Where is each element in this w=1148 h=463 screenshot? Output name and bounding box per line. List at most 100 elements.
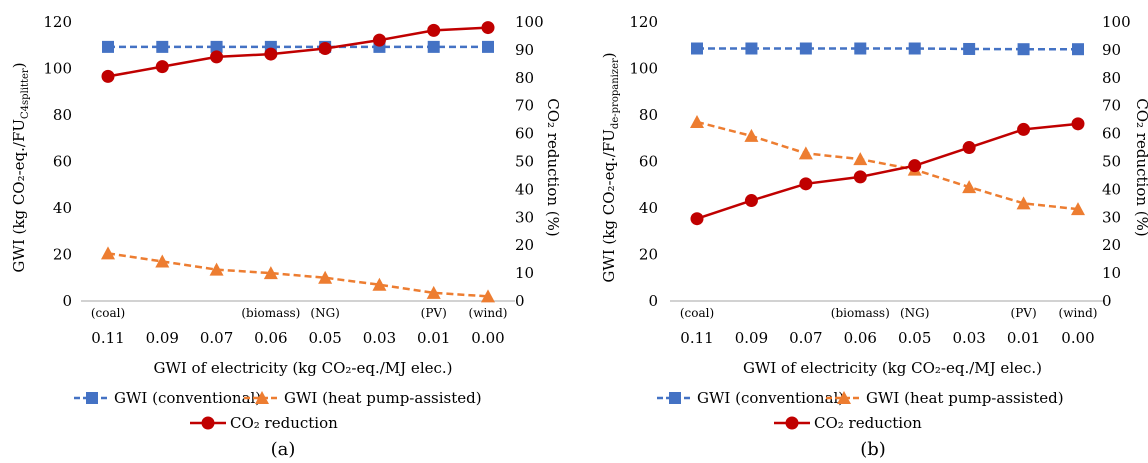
y2-tick-label: 40 xyxy=(1102,180,1121,198)
data-point-circle xyxy=(1071,117,1085,131)
y-tick-label: 60 xyxy=(639,153,658,171)
data-point-square xyxy=(691,42,703,55)
x-tick-label: 0.00 xyxy=(471,329,504,347)
x-annotation: (coal) xyxy=(680,306,714,320)
data-point-triangle xyxy=(962,180,977,194)
y2-tick-label: 30 xyxy=(1102,208,1121,226)
x-tick-label: 0.03 xyxy=(952,329,985,347)
data-point-square xyxy=(210,40,223,53)
y-axis-title-sub: C4splitter xyxy=(20,68,31,119)
data-point-triangle xyxy=(798,146,813,160)
chart-panel-a: 0 20 40 60 80 100 120 0 10 20 30 40 50 60 70 80 90 100 (co… xyxy=(10,13,562,460)
data-point-circle xyxy=(318,42,332,56)
x-tick-label: 0.07 xyxy=(789,329,822,347)
legend-label: GWI (heat pump-assisted) xyxy=(866,389,1064,407)
y-axis-title: GWI (kg CO₂-eq./FUde-propanizer) xyxy=(600,52,621,282)
x-annotation: (wind) xyxy=(469,306,508,320)
data-point-circle xyxy=(690,212,704,226)
data-point-triangle xyxy=(690,114,704,128)
y-axis-title-sub: de-propanizer xyxy=(610,58,621,129)
y-tick-label: 40 xyxy=(639,199,658,217)
legend-item: CO₂ reduction xyxy=(190,414,338,432)
y-tick-label: 120 xyxy=(43,13,72,31)
data-point-square xyxy=(427,40,440,53)
x-tick-label: 0.01 xyxy=(417,329,450,347)
data-point-circle xyxy=(1017,122,1031,136)
data-point-circle xyxy=(372,33,386,47)
data-point-triangle xyxy=(426,285,441,299)
x-tick-label: 0.01 xyxy=(1007,329,1040,347)
legend-circle-marker xyxy=(785,416,799,430)
y2-tick-label: 50 xyxy=(515,153,534,171)
data-point-circle xyxy=(101,69,115,83)
y2-tick-label: 30 xyxy=(515,208,534,226)
y-tick-label: 100 xyxy=(629,60,658,78)
x-tick-label: 0.09 xyxy=(146,329,179,347)
series-line-2 xyxy=(696,122,1079,220)
panel-label: (b) xyxy=(860,439,886,460)
data-point-triangle xyxy=(1016,196,1031,210)
y2-tick-label: 20 xyxy=(1102,236,1121,254)
y-axis-title-main: GWI (kg CO₂-eq./FU xyxy=(600,129,618,283)
y2-tick-label: 80 xyxy=(515,69,534,87)
x-annotation: (NG) xyxy=(900,306,929,320)
data-point-triangle xyxy=(481,289,495,303)
y2-tick-label: 60 xyxy=(515,125,534,143)
data-point-square xyxy=(482,40,494,53)
y2-axis-title: CO₂ reduction (%) xyxy=(1133,98,1148,237)
y2-tick-label: 0 xyxy=(1102,292,1112,310)
legend-item: CO₂ reduction xyxy=(774,414,922,432)
panel-label: (a) xyxy=(271,439,296,460)
x-axis-title: GWI of electricity (kg CO₂-eq./MJ elec.) xyxy=(743,359,1042,377)
y-tick-label: 60 xyxy=(53,153,72,171)
y2-tick-label: 70 xyxy=(1102,97,1121,115)
y-tick-label: 20 xyxy=(639,246,658,264)
data-point-triangle xyxy=(101,246,115,260)
y-axis-title-end: ) xyxy=(600,52,618,58)
y-axis-title-main: GWI (kg CO₂-eq./FU xyxy=(10,119,28,273)
data-point-square xyxy=(854,42,867,55)
y-axis-title-end: ) xyxy=(10,62,28,68)
y2-tick-label: 40 xyxy=(515,180,534,198)
data-point-triangle xyxy=(155,254,170,268)
legend-label: GWI (conventional) xyxy=(697,389,844,407)
x-tick-label: 0.05 xyxy=(898,329,931,347)
y2-tick-label: 90 xyxy=(1102,41,1121,59)
x-annotation: (biomass) xyxy=(241,306,300,320)
y2-tick-label: 100 xyxy=(1102,13,1131,31)
x-tick-label: 0.00 xyxy=(1061,329,1094,347)
data-point-triangle xyxy=(372,277,387,291)
chart-panel-b: 0 20 40 60 80 100 120 0 10 20 30 40 50 60 70 80 90 100 (co… xyxy=(600,13,1148,460)
y-tick-label: 0 xyxy=(648,292,658,310)
legend-circle-marker xyxy=(201,416,215,430)
x-tick-label: 0.07 xyxy=(200,329,233,347)
y2-tick-label: 0 xyxy=(515,292,525,310)
y2-axis-title: CO₂ reduction (%) xyxy=(544,98,562,237)
legend-item: GWI (heat pump-assisted) xyxy=(244,389,482,407)
data-point-triangle xyxy=(318,270,333,284)
legend-triangle-marker xyxy=(837,391,851,404)
data-point-circle xyxy=(744,194,758,208)
data-point-square xyxy=(1072,43,1084,56)
x-annotation: (PV) xyxy=(1011,306,1037,320)
x-tick-label: 0.09 xyxy=(735,329,768,347)
x-tick-label: 0.03 xyxy=(363,329,396,347)
data-point-square xyxy=(102,40,114,53)
x-annotation: (NG) xyxy=(310,306,339,320)
data-point-triangle xyxy=(853,152,868,166)
legend-label: GWI (conventional) xyxy=(114,389,261,407)
y2-tick-label: 20 xyxy=(515,236,534,254)
y2-tick-label: 10 xyxy=(1102,264,1121,282)
x-tick-label: 0.11 xyxy=(91,329,124,347)
series-line-2 xyxy=(107,26,489,78)
legend-triangle-marker xyxy=(255,391,269,404)
legend-label: CO₂ reduction xyxy=(230,414,338,432)
legend-square-marker xyxy=(86,392,98,404)
data-point-triangle xyxy=(209,262,224,276)
legend-item: GWI (heat pump-assisted) xyxy=(826,389,1064,407)
data-point-circle xyxy=(481,21,495,35)
x-tick-label: 0.06 xyxy=(844,329,877,347)
data-point-square xyxy=(799,42,812,55)
legend-label: GWI (heat pump-assisted) xyxy=(284,389,482,407)
